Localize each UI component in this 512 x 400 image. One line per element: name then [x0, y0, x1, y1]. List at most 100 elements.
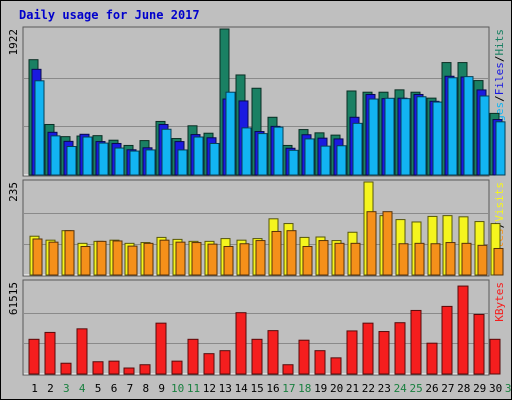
bar-sites-4: [80, 246, 91, 276]
bar-pages-21: [352, 122, 363, 176]
bars-kbytes: [28, 285, 501, 375]
bar-kbytes-22: [362, 322, 374, 375]
bar-pages-30: [495, 121, 506, 176]
bar-pages-22: [368, 98, 379, 176]
bar-kbytes-27: [441, 305, 453, 375]
bar-sites-28: [461, 242, 472, 276]
bar-sites-5: [96, 240, 107, 276]
bar-kbytes-26: [426, 342, 438, 375]
bar-sites-26: [430, 243, 441, 276]
bar-sites-8: [143, 242, 154, 276]
legend-hits: Hits: [493, 29, 506, 56]
bar-pages-6: [114, 147, 125, 176]
bar-pages-7: [129, 150, 140, 176]
x-tick-label: 12: [203, 382, 216, 395]
bar-pages-18: [304, 138, 315, 176]
bar-sites-12: [207, 243, 218, 276]
bar-sites-30: [493, 247, 504, 276]
bar-kbytes-7: [123, 367, 135, 375]
bar-kbytes-30: [489, 338, 501, 375]
x-tick-label: 26: [425, 382, 438, 395]
bar-pages-24: [400, 98, 411, 176]
x-tick-label: 20: [330, 382, 343, 395]
bar-pages-13: [225, 91, 236, 176]
x-tick-label: 27: [441, 382, 454, 395]
bar-sites-29: [477, 244, 488, 276]
bar-sites-3: [64, 230, 75, 276]
bar-pages-1: [34, 80, 45, 176]
bar-pages-27: [447, 77, 458, 176]
bar-pages-10: [177, 149, 188, 176]
panel-visits_sites: 235Sites/Visits: [7, 179, 506, 277]
bar-pages-9: [161, 128, 172, 176]
x-tick-label: 9: [158, 382, 165, 395]
bar-sites-15: [255, 240, 266, 276]
legend-visits: Visits: [493, 182, 506, 222]
bar-pages-26: [432, 101, 443, 176]
bar-sites-7: [127, 245, 138, 276]
bar-pages-25: [416, 96, 427, 176]
bar-kbytes-28: [457, 285, 469, 375]
bar-kbytes-19: [314, 350, 326, 375]
chart-title: Daily usage for June 2017: [19, 8, 200, 22]
x-tick-label: 15: [250, 382, 263, 395]
bar-pages-29: [479, 95, 490, 176]
x-tick-label: 30: [489, 382, 502, 395]
x-tick-label: 5: [95, 382, 102, 395]
bar-kbytes-9: [155, 322, 167, 375]
bar-sites-9: [159, 239, 170, 276]
x-tick-label: 22: [362, 382, 375, 395]
bar-pages-28: [463, 76, 474, 176]
bar-kbytes-25: [410, 309, 422, 375]
bar-pages-8: [145, 149, 156, 176]
x-tick-label: 2: [47, 382, 54, 395]
bar-sites-24: [398, 243, 409, 276]
bar-kbytes-16: [267, 330, 279, 375]
panel-kbytes: 61515 KBytes: [7, 279, 506, 376]
x-tick-label: 28: [457, 382, 470, 395]
bar-kbytes-20: [330, 357, 342, 375]
x-tick-label: 13: [219, 382, 232, 395]
x-tick-label: 3: [63, 382, 70, 395]
bar-kbytes-2: [44, 331, 56, 375]
bar-pages-20: [336, 145, 347, 176]
x-tick-label: 31: [505, 382, 512, 395]
bar-kbytes-1: [28, 338, 40, 375]
bar-sites-6: [112, 240, 123, 276]
bar-sites-14: [239, 243, 250, 276]
bars-pages_files_hits: [28, 28, 506, 176]
bar-kbytes-13: [219, 350, 231, 375]
y-max-label: 1922: [7, 29, 20, 56]
bar-kbytes-18: [298, 339, 310, 375]
bar-pages-3: [66, 146, 77, 176]
bar-kbytes-10: [171, 360, 183, 375]
bar-pages-4: [82, 136, 93, 176]
bar-pages-19: [320, 145, 331, 176]
x-tick-label: 1: [31, 382, 38, 395]
bar-kbytes-4: [76, 328, 88, 375]
bar-sites-22: [366, 211, 377, 276]
bar-kbytes-5: [92, 361, 104, 375]
legend-separator: /: [493, 95, 506, 102]
bar-kbytes-8: [139, 364, 151, 375]
bars-visits_sites: [29, 181, 504, 276]
bar-kbytes-21: [346, 330, 358, 375]
chart-panels: 1922Pages/Files/Hits235Sites/Visits61515…: [7, 26, 506, 376]
bar-sites-23: [382, 211, 393, 276]
bar-sites-27: [445, 242, 456, 276]
bar-pages-16: [273, 126, 284, 176]
legend-files: Files: [493, 62, 506, 95]
bar-kbytes-12: [203, 353, 215, 375]
bar-kbytes-6: [108, 360, 120, 375]
bar-kbytes-11: [187, 338, 199, 375]
bar-pages-2: [50, 135, 61, 176]
bar-kbytes-24: [394, 322, 406, 375]
bar-pages-17: [288, 149, 299, 176]
panel-pages_files_hits: 1922Pages/Files/Hits: [7, 26, 506, 177]
x-tick-label: 29: [473, 382, 486, 395]
bar-pages-11: [193, 136, 204, 176]
bar-sites-19: [318, 240, 329, 276]
bar-sites-2: [48, 241, 59, 276]
x-tick-label: 23: [378, 382, 391, 395]
